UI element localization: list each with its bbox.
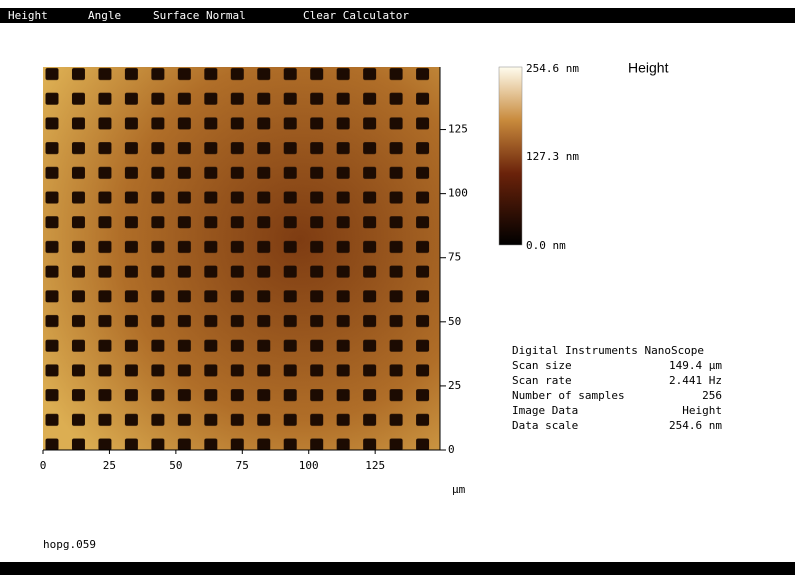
x-tick-label: 75 (236, 459, 249, 472)
menu-item[interactable]: Clear Calculator (303, 9, 409, 22)
info-value: Height (682, 404, 722, 417)
x-tick-label: 25 (103, 459, 116, 472)
color-bar-label: 0.0 nm (526, 239, 566, 252)
info-label: Image Data (512, 404, 578, 417)
page: {"menu": ["Height", "Angle", "Surface No… (0, 0, 795, 575)
screen: Height Angle Surface Normal Clear Calcul… (0, 0, 795, 575)
height-image (43, 67, 446, 454)
x-tick-label: 50 (169, 459, 182, 472)
y-tick-label: 125 (448, 123, 468, 136)
menu-item[interactable]: Surface Normal (153, 9, 246, 22)
info-header: Digital Instruments NanoScope (512, 344, 704, 357)
y-tick-label: 100 (448, 187, 468, 200)
y-tick-label: 0 (448, 443, 455, 456)
filename: hopg.059 (43, 538, 96, 551)
menu-item[interactable]: Angle (88, 9, 121, 22)
info-value: 254.6 nm (669, 419, 722, 432)
color-bar-label: 127.3 nm (526, 150, 579, 163)
image-title: Height (628, 60, 669, 76)
x-tick-label: 125 (365, 459, 385, 472)
menu-item[interactable]: Height (8, 9, 48, 22)
info-value: 2.441 Hz (669, 374, 722, 387)
y-tick-label: 25 (448, 379, 461, 392)
y-tick-label: 75 (448, 251, 461, 264)
menu-bar: Height Angle Surface Normal Clear Calcul… (0, 8, 795, 23)
axis-unit: µm (452, 483, 466, 496)
info-label: Number of samples (512, 389, 625, 402)
image-pattern (43, 67, 440, 450)
status-bar (0, 562, 795, 575)
info-label: Scan rate (512, 374, 572, 387)
color-bar (499, 67, 522, 245)
x-tick-label: 0 (40, 459, 47, 472)
info-value: 256 (702, 389, 722, 402)
info-label: Scan size (512, 359, 572, 372)
color-bar-label: 254.6 nm (526, 62, 579, 75)
y-tick-label: 50 (448, 315, 461, 328)
info-label: Data scale (512, 419, 578, 432)
info-value: 149.4 µm (669, 359, 722, 372)
x-tick-label: 100 (299, 459, 319, 472)
